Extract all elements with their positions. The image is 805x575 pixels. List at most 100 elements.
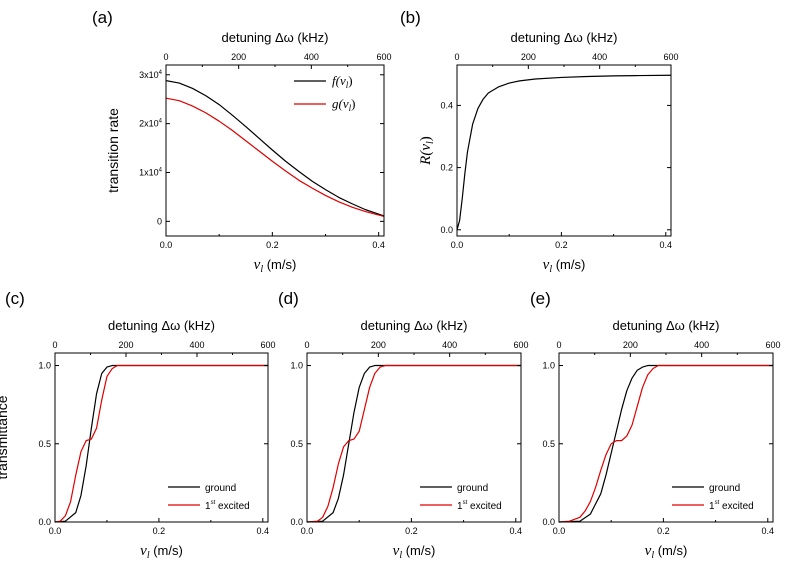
top-tick-label: 600 bbox=[765, 340, 780, 350]
y-tick-label: 0.0 bbox=[542, 517, 555, 527]
y-label-var: R(v bbox=[418, 144, 434, 166]
y-tick-text: 0 bbox=[157, 216, 162, 226]
y-tick-label: 0.5 bbox=[542, 439, 555, 449]
x-label-sub: l bbox=[147, 550, 150, 561]
series-line-black bbox=[456, 74, 672, 230]
x-tick-label: 0.2 bbox=[266, 240, 279, 250]
legend-label: f(vl) bbox=[332, 73, 353, 90]
y-tick-exponent: 4 bbox=[159, 119, 163, 125]
series-line-red bbox=[165, 97, 385, 218]
top-tick-label: 0 bbox=[52, 340, 57, 350]
panel-label: (b) bbox=[400, 8, 421, 27]
y-tick-text: 0.0 bbox=[542, 517, 555, 527]
legend-label-num: 1 bbox=[709, 501, 715, 512]
y-tick-text: 0.4 bbox=[440, 100, 453, 110]
y-tick-text: 0.5 bbox=[290, 439, 303, 449]
top-tick-label: 200 bbox=[623, 340, 638, 350]
x-label-sub: l bbox=[399, 550, 402, 561]
y-tick-label: 0.0 bbox=[440, 225, 453, 235]
y-tick-label: 0.4 bbox=[440, 100, 453, 110]
legend-label-rest: excited bbox=[467, 501, 501, 512]
top-tick-label: 600 bbox=[260, 340, 275, 350]
y-tick-label: 0.2 bbox=[440, 163, 453, 173]
legend-label: ground bbox=[457, 483, 488, 494]
panel-e: (e) 0.0 0.2 0.4 0 200 400 600 detuning Δω (kHz) 0… bbox=[530, 289, 781, 561]
panel-c: (c) 0.0 0.2 0.4 0 200 400 600 detuning Δω (kHz) 0… bbox=[0, 289, 276, 561]
legend-label-main: f(v bbox=[332, 73, 346, 88]
top-axis-title: detuning Δω (kHz) bbox=[108, 318, 215, 333]
bottom-axis-title: vl (m/s) bbox=[645, 543, 688, 561]
top-axis-title: detuning Δω (kHz) bbox=[511, 30, 618, 45]
bottom-axis-title: vl (m/s) bbox=[543, 257, 586, 275]
y-tick-label: 1x104 bbox=[139, 167, 163, 177]
plot-frame bbox=[165, 64, 385, 237]
plot-frame bbox=[456, 64, 672, 237]
top-tick-label: 200 bbox=[118, 340, 133, 350]
legend-label-close: ) bbox=[351, 96, 355, 111]
x-tick-label: 0.4 bbox=[372, 240, 385, 250]
y-label-close: ) bbox=[418, 136, 434, 141]
top-tick-label: 600 bbox=[513, 340, 528, 350]
top-tick-label: 200 bbox=[231, 52, 246, 62]
x-tick-label: 0.0 bbox=[160, 240, 173, 250]
y-tick-text: 0.5 bbox=[542, 439, 555, 449]
y-tick-label: 1.0 bbox=[290, 361, 303, 371]
top-axis-title: detuning Δω (kHz) bbox=[361, 318, 468, 333]
x-label-unit: (m/s) bbox=[150, 543, 183, 558]
panel-label: (c) bbox=[5, 289, 25, 308]
top-tick-label: 400 bbox=[442, 340, 457, 350]
legend-label: g(vl) bbox=[332, 96, 355, 113]
y-tick-text: 3x10 bbox=[139, 70, 159, 80]
legend-label-sub: l bbox=[346, 80, 349, 90]
legend-label: ground bbox=[709, 483, 740, 494]
y-tick-text: 2x10 bbox=[139, 119, 159, 129]
y-tick-text: 0.0 bbox=[38, 517, 51, 527]
bottom-axis-title: vl (m/s) bbox=[254, 257, 297, 275]
legend-label-rest: excited bbox=[719, 501, 753, 512]
legend-label-sub: l bbox=[349, 103, 352, 113]
top-tick-label: 600 bbox=[376, 52, 391, 62]
y-tick-text: 1.0 bbox=[38, 361, 51, 371]
top-tick-label: 400 bbox=[694, 340, 709, 350]
series-line-red bbox=[306, 364, 521, 523]
y-axis-title: transmittance bbox=[0, 395, 10, 479]
series-line-red bbox=[54, 364, 268, 523]
legend-label: 1st excited bbox=[205, 500, 250, 512]
y-axis-title: R(vl) bbox=[418, 136, 436, 166]
panel-label: (d) bbox=[278, 289, 299, 308]
panel-a: (a) 0.0 0.2 0.4 0 200 400 600 detuning Δω (kHz) 0… bbox=[92, 8, 392, 275]
top-tick-label: 0 bbox=[163, 52, 168, 62]
series-line-black bbox=[165, 80, 385, 217]
legend-label-num: 1 bbox=[457, 501, 463, 512]
y-tick-label: 0.5 bbox=[38, 439, 51, 449]
top-axis-title: detuning Δω (kHz) bbox=[222, 30, 329, 45]
top-tick-label: 400 bbox=[189, 340, 204, 350]
panel-label: (e) bbox=[530, 289, 551, 308]
y-tick-label: 0.5 bbox=[290, 439, 303, 449]
legend-label-num: 1 bbox=[205, 501, 211, 512]
x-label-unit: (m/s) bbox=[654, 543, 687, 558]
legend-label-sup: st bbox=[211, 500, 216, 506]
series-line-black bbox=[54, 364, 268, 523]
bottom-axis-title: vl (m/s) bbox=[140, 543, 183, 561]
bottom-axis-title: vl (m/s) bbox=[393, 543, 436, 561]
legend-label: ground bbox=[205, 483, 236, 494]
x-label-unit: (m/s) bbox=[552, 257, 585, 272]
y-tick-exponent: 4 bbox=[159, 167, 163, 173]
y-tick-exponent: 4 bbox=[159, 70, 163, 76]
y-tick-text: 1.0 bbox=[542, 361, 555, 371]
x-label-var: v bbox=[254, 257, 261, 273]
x-tick-label: 0.4 bbox=[660, 240, 673, 250]
legend-label-close: ) bbox=[348, 73, 352, 88]
y-tick-label: 1.0 bbox=[38, 361, 51, 371]
x-tick-label: 0.2 bbox=[405, 526, 418, 536]
x-label-var: v bbox=[140, 543, 147, 559]
x-label-sub: l bbox=[651, 550, 654, 561]
x-label-sub: l bbox=[260, 264, 263, 275]
y-tick-text: 0.2 bbox=[440, 163, 453, 173]
x-tick-label: 0.0 bbox=[49, 526, 62, 536]
legend-label-sup: st bbox=[715, 500, 720, 506]
x-label-var: v bbox=[543, 257, 550, 273]
x-label-sub: l bbox=[549, 264, 552, 275]
series-line-black bbox=[306, 364, 521, 523]
